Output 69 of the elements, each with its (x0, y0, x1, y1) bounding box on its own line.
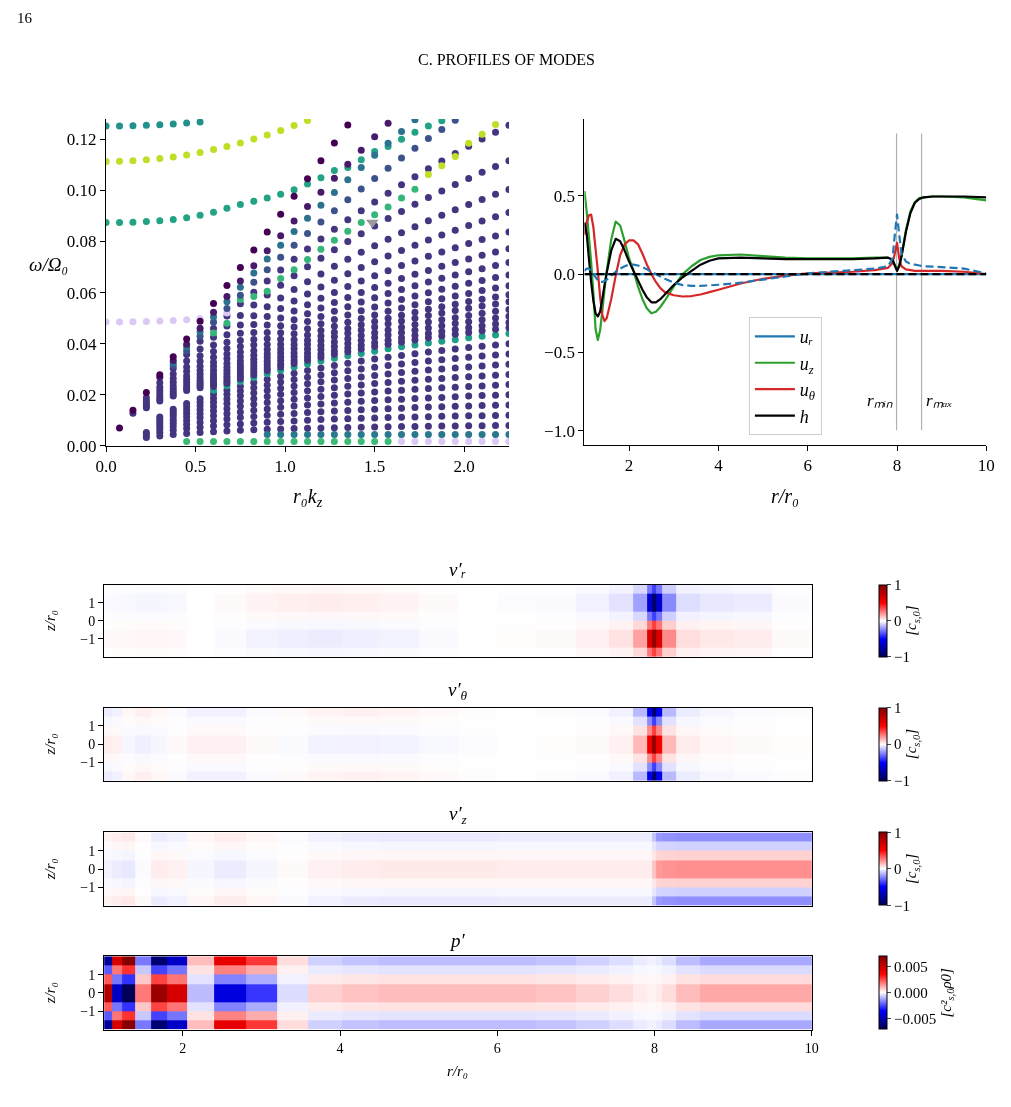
x-tick-label: 4 (336, 1040, 344, 1056)
y-tick-label: 0 (88, 861, 96, 877)
y-tick-label: 1 (88, 718, 96, 734)
y-axis-title: z/r₀ (42, 609, 59, 633)
color-bar-label: −1 (894, 648, 910, 665)
chart-title: v′$_{θ}$ (448, 679, 468, 703)
x-tick-label: 10 (804, 1040, 819, 1056)
text: 16 (17, 10, 33, 26)
ref-line-label: rₘᵢₙ (867, 391, 894, 410)
legend-label: uᵣ (799, 327, 814, 348)
x-tick-label: 6 (803, 456, 812, 476)
y-tick-label: 0.02 (66, 385, 97, 405)
chart-title: v′ᵣ (449, 559, 467, 580)
y-tick-label: 0 (88, 737, 96, 753)
y-tick-label: 0 (88, 985, 96, 1001)
y-tick-label: 0.10 (66, 181, 97, 201)
color-bar-label: 0.005 (894, 958, 928, 975)
x-axis-title: r₀k$_{z}$ (293, 485, 323, 511)
y-tick-label: −1.0 (544, 421, 575, 441)
y-axis-title: z/r₀ (42, 982, 59, 1005)
chart-title: C. PROFILES OF MODES (418, 51, 595, 68)
color-bar-label: 1 (894, 824, 902, 841)
x-tick-label: 8 (651, 1040, 659, 1056)
y-tick-label: 0.08 (66, 232, 97, 252)
chart-title: v′$_{z}$ (449, 803, 467, 827)
y-tick-label: 0.5 (553, 186, 575, 206)
color-bar-label: 0 (894, 612, 902, 629)
chart-title: p′ (449, 930, 466, 951)
x-tick-label: 8 (892, 456, 902, 476)
y-axis-title: z/r₀ (42, 858, 59, 881)
y-tick-label: 0.0 (553, 265, 575, 285)
color-bar-label: 0.000 (894, 985, 928, 1002)
x-tick-label: 2 (179, 1040, 187, 1056)
x-axis-title: r/r₀ (447, 1063, 469, 1079)
y-tick-label: −0.5 (544, 343, 575, 363)
x-tick-label: 6 (493, 1040, 501, 1056)
x-tick-label: 2.0 (453, 457, 475, 477)
legend-label: u$_{θ}$ (799, 380, 816, 403)
y-tick-label: −1 (80, 1004, 96, 1020)
y-axis-title: ω/Ω₀ (29, 254, 69, 275)
color-bar-label: −0.005 (894, 1011, 937, 1028)
legend-label: u$_{z}$ (799, 353, 814, 377)
y-tick-label: 0.06 (66, 283, 97, 303)
y-tick-label: 1 (88, 843, 96, 859)
color-bar-label: 0 (894, 736, 902, 753)
y-tick-label: −1 (80, 880, 96, 896)
x-tick-label: 2 (624, 456, 634, 476)
x-tick-label: 1.5 (364, 457, 386, 477)
x-tick-label: 10 (977, 456, 995, 476)
color-bar-label: −1 (894, 772, 910, 789)
x-tick-label: 1.0 (274, 457, 296, 477)
y-tick-label: 0.04 (66, 334, 98, 354)
color-bar-label: −1 (894, 897, 910, 914)
y-axis-title: z/r₀ (41, 733, 58, 756)
y-tick-label: −1 (80, 755, 96, 771)
y-tick-label: 1 (88, 595, 96, 611)
x-tick-label: 4 (714, 456, 724, 476)
color-bar-label: 1 (894, 576, 902, 593)
ref-line-label: rₘₐₓ (926, 391, 953, 410)
color-bar-label: 1 (894, 699, 902, 716)
color-bar-label: 0 (894, 861, 902, 878)
y-tick-label: −1 (80, 631, 96, 647)
x-tick-label: 0.5 (184, 457, 207, 477)
y-tick-label: 0 (88, 613, 96, 629)
y-tick-label: 1 (88, 967, 96, 983)
y-tick-label: 0.12 (66, 130, 97, 150)
x-axis-title: r/r₀ (771, 485, 800, 507)
y-tick-label: 0.00 (66, 436, 97, 456)
legend-label: h (799, 406, 809, 427)
